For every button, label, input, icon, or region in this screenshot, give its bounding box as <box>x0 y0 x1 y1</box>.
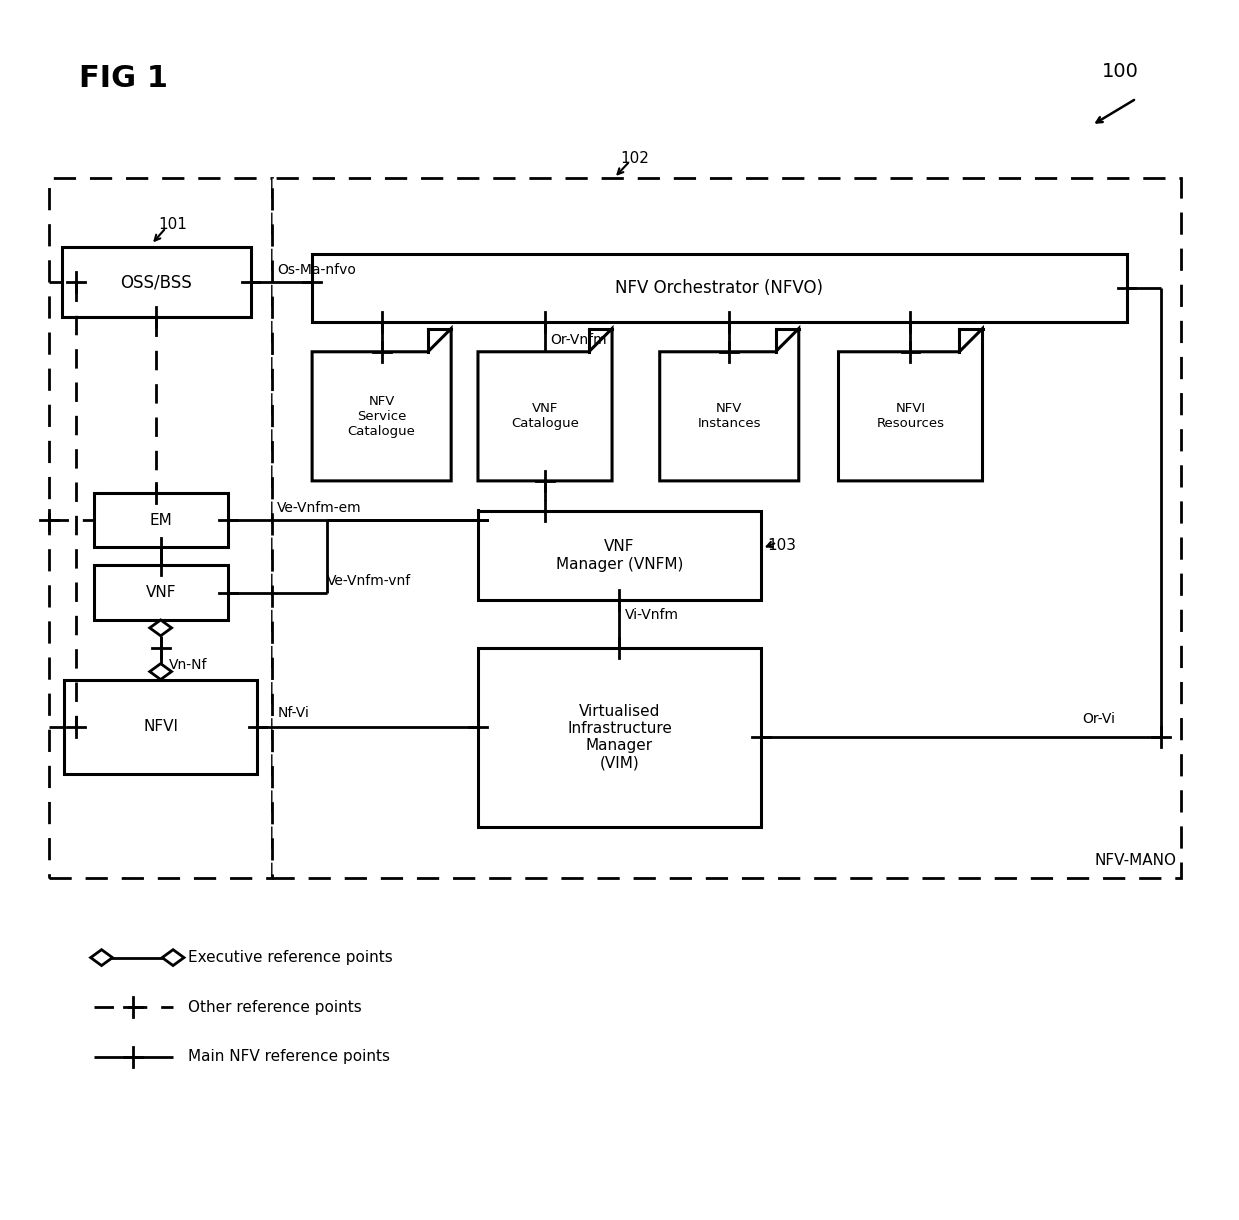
Text: Vi-Vnfm: Vi-Vnfm <box>624 608 679 622</box>
Text: Ve-Vnfm-em: Ve-Vnfm-em <box>278 501 362 515</box>
Bar <box>94 493 228 548</box>
Text: NFV
Instances: NFV Instances <box>698 403 761 431</box>
Polygon shape <box>90 949 113 965</box>
Text: Or-Vi: Or-Vi <box>1082 712 1115 726</box>
Bar <box>48 178 273 878</box>
Text: EM: EM <box>149 512 172 527</box>
Text: Nf-Vi: Nf-Vi <box>278 706 310 720</box>
Polygon shape <box>839 328 983 481</box>
Text: VNF: VNF <box>145 586 176 600</box>
Text: Main NFV reference points: Main NFV reference points <box>188 1049 390 1064</box>
Bar <box>478 511 761 600</box>
Bar <box>312 255 1126 322</box>
Text: 103: 103 <box>767 538 795 553</box>
Text: Executive reference points: Executive reference points <box>188 950 393 965</box>
Polygon shape <box>659 328 799 481</box>
Text: 101: 101 <box>159 217 187 232</box>
Bar <box>62 248 250 317</box>
Text: 100: 100 <box>1101 62 1139 82</box>
Text: Vn-Nf: Vn-Nf <box>169 658 207 672</box>
Text: 102: 102 <box>620 150 649 166</box>
Polygon shape <box>162 949 185 965</box>
Text: Other reference points: Other reference points <box>188 999 362 1015</box>
Bar <box>478 648 761 826</box>
Polygon shape <box>478 328 612 481</box>
Text: VNF
Catalogue: VNF Catalogue <box>510 403 579 431</box>
Text: NFV
Service
Catalogue: NFV Service Catalogue <box>348 395 415 438</box>
Text: Virtualised
Infrastructure
Manager
(VIM): Virtualised Infrastructure Manager (VIM) <box>567 704 672 771</box>
Text: Or-Vnfm: Or-Vnfm <box>550 333 607 346</box>
Text: NFV-MANO: NFV-MANO <box>1094 853 1176 867</box>
Text: NFVI: NFVI <box>144 720 178 734</box>
Text: NFV Orchestrator (NFVO): NFV Orchestrator (NFVO) <box>616 279 823 298</box>
Bar <box>94 565 228 620</box>
Bar <box>64 680 258 773</box>
Polygon shape <box>150 664 171 680</box>
Text: Os-Ma-nfvo: Os-Ma-nfvo <box>278 264 357 277</box>
Polygon shape <box>150 620 171 636</box>
Bar <box>273 178 1181 878</box>
Text: NFVI
Resources: NFVI Resources <box>876 403 944 431</box>
Polygon shape <box>312 328 451 481</box>
Text: Ve-Vnfm-vnf: Ve-Vnfm-vnf <box>327 573 411 588</box>
Text: VNF
Manager (VNFM): VNF Manager (VNFM) <box>556 539 683 572</box>
Text: FIG 1: FIG 1 <box>79 65 167 93</box>
Text: OSS/BSS: OSS/BSS <box>120 273 192 292</box>
